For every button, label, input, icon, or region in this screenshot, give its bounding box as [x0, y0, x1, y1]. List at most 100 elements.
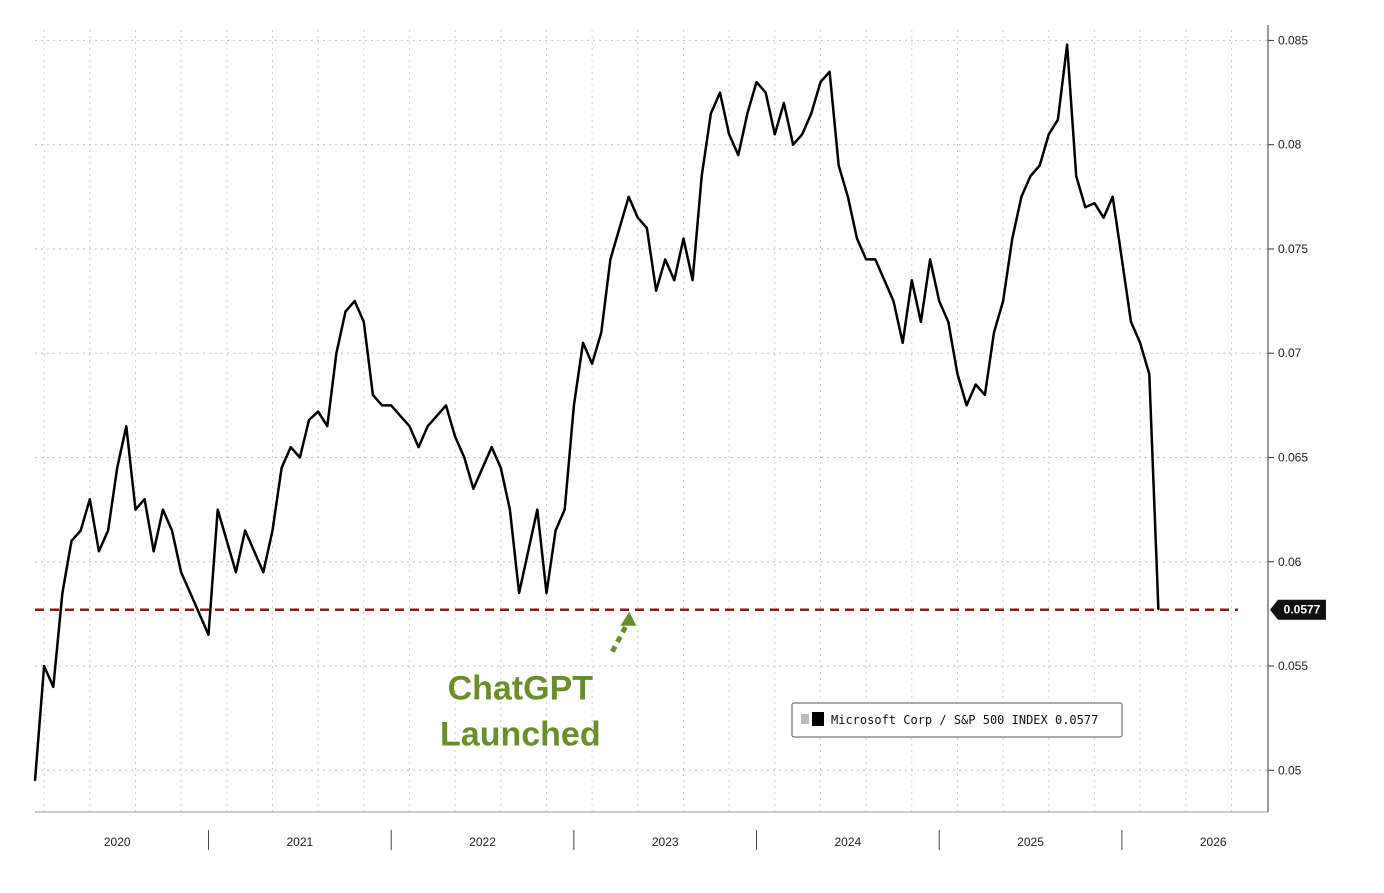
data-point: [98, 550, 100, 552]
last-value-badge: [1270, 599, 1326, 620]
data-point: [883, 279, 886, 281]
data-point: [80, 529, 82, 532]
data-point: [1157, 609, 1159, 611]
data-point: [618, 227, 621, 229]
data-point: [956, 373, 959, 375]
data-point: [436, 415, 438, 417]
data-point: [1075, 175, 1077, 177]
data-point: [235, 571, 237, 573]
legend-swatch-secondary: [801, 714, 809, 724]
annotation-text-line2: Launched: [440, 716, 601, 754]
data-point: [564, 509, 566, 511]
data-point: [61, 592, 64, 594]
y-tick-label: 0.055: [1278, 659, 1308, 673]
grid: [35, 30, 1268, 812]
data-point: [792, 144, 794, 146]
data-point: [171, 529, 173, 532]
data-point: [829, 71, 831, 73]
data-point: [847, 196, 849, 198]
data-point: [244, 529, 246, 532]
legend-label: Microsoft Corp / S&P 500 INDEX 0.0577: [831, 713, 1098, 727]
legend: Microsoft Corp / S&P 500 INDEX 0.0577: [791, 702, 1123, 738]
data-point: [344, 310, 347, 313]
data-point: [408, 425, 411, 427]
x-tick-label: 2025: [1017, 835, 1044, 849]
data-point: [902, 342, 904, 344]
data-point: [1093, 202, 1096, 204]
data-point: [1130, 321, 1132, 323]
data-point: [317, 411, 319, 413]
data-point: [89, 498, 91, 500]
data-point: [418, 446, 420, 448]
x-tick-label: 2023: [652, 835, 679, 849]
data-point: [308, 419, 310, 421]
data-point: [701, 175, 703, 177]
data-point: [755, 81, 758, 83]
data-point: [189, 592, 191, 594]
data-point: [481, 467, 484, 469]
data-point: [856, 237, 858, 240]
data-point: [518, 592, 520, 594]
data-point: [692, 279, 694, 281]
data-point: [582, 342, 584, 344]
last-value-label: 0.0577: [1284, 603, 1321, 617]
axes: 0.05 0.055 0.06 0.065 0.07 0.075 0.08 0.085 2020…: [35, 25, 1326, 850]
annotation-layer: ChatGPT Launched: [440, 611, 637, 754]
data-point: [107, 529, 109, 532]
data-point: [427, 425, 429, 427]
annotation-arrow-head: [620, 611, 637, 626]
y-tick-label: 0.075: [1278, 242, 1308, 256]
y-tick-label: 0.065: [1278, 450, 1308, 464]
data-point: [682, 237, 685, 240]
data-point: [774, 133, 776, 135]
data-point: [1057, 119, 1059, 121]
data-point: [207, 634, 210, 636]
data-point: [920, 321, 922, 323]
data-point: [591, 363, 593, 365]
data-point: [180, 571, 182, 573]
data-point: [737, 154, 739, 156]
data-point: [372, 394, 374, 396]
data-point: [874, 258, 876, 260]
data-point: [144, 498, 146, 500]
x-tick-label: 2022: [469, 835, 496, 849]
data-point: [445, 404, 447, 406]
data-point: [783, 102, 785, 104]
x-tick-label: 2026: [1200, 835, 1227, 849]
data-point: [810, 112, 812, 115]
data-point: [993, 331, 995, 333]
data-point: [153, 550, 155, 552]
data-point: [984, 394, 986, 396]
data-point: [363, 321, 365, 323]
data-point: [335, 352, 337, 354]
data-point: [1048, 133, 1050, 135]
data-point: [125, 425, 127, 427]
data-point: [911, 279, 913, 281]
data-point: [947, 321, 949, 323]
data-point: [719, 91, 721, 94]
data-point: [1103, 217, 1105, 219]
data-point: [116, 467, 118, 469]
data-point: [609, 258, 612, 260]
data-point: [198, 613, 200, 615]
data-point: [509, 509, 511, 511]
data-point: [728, 133, 730, 135]
data-point: [865, 258, 867, 260]
y-tick-label: 0.08: [1278, 138, 1302, 152]
data-point: [1066, 43, 1068, 46]
data-point: [262, 571, 264, 573]
data-point: [801, 133, 803, 135]
data-point: [52, 686, 54, 688]
data-point: [536, 509, 538, 511]
data-point: [646, 227, 648, 229]
x-tick-label: 2020: [104, 835, 131, 849]
y-tick-label: 0.06: [1278, 555, 1302, 569]
data-point: [765, 91, 767, 94]
data-point: [399, 415, 401, 417]
data-point: [1039, 164, 1041, 167]
data-point: [271, 529, 274, 532]
data-point: [545, 592, 548, 594]
data-point: [217, 509, 219, 511]
